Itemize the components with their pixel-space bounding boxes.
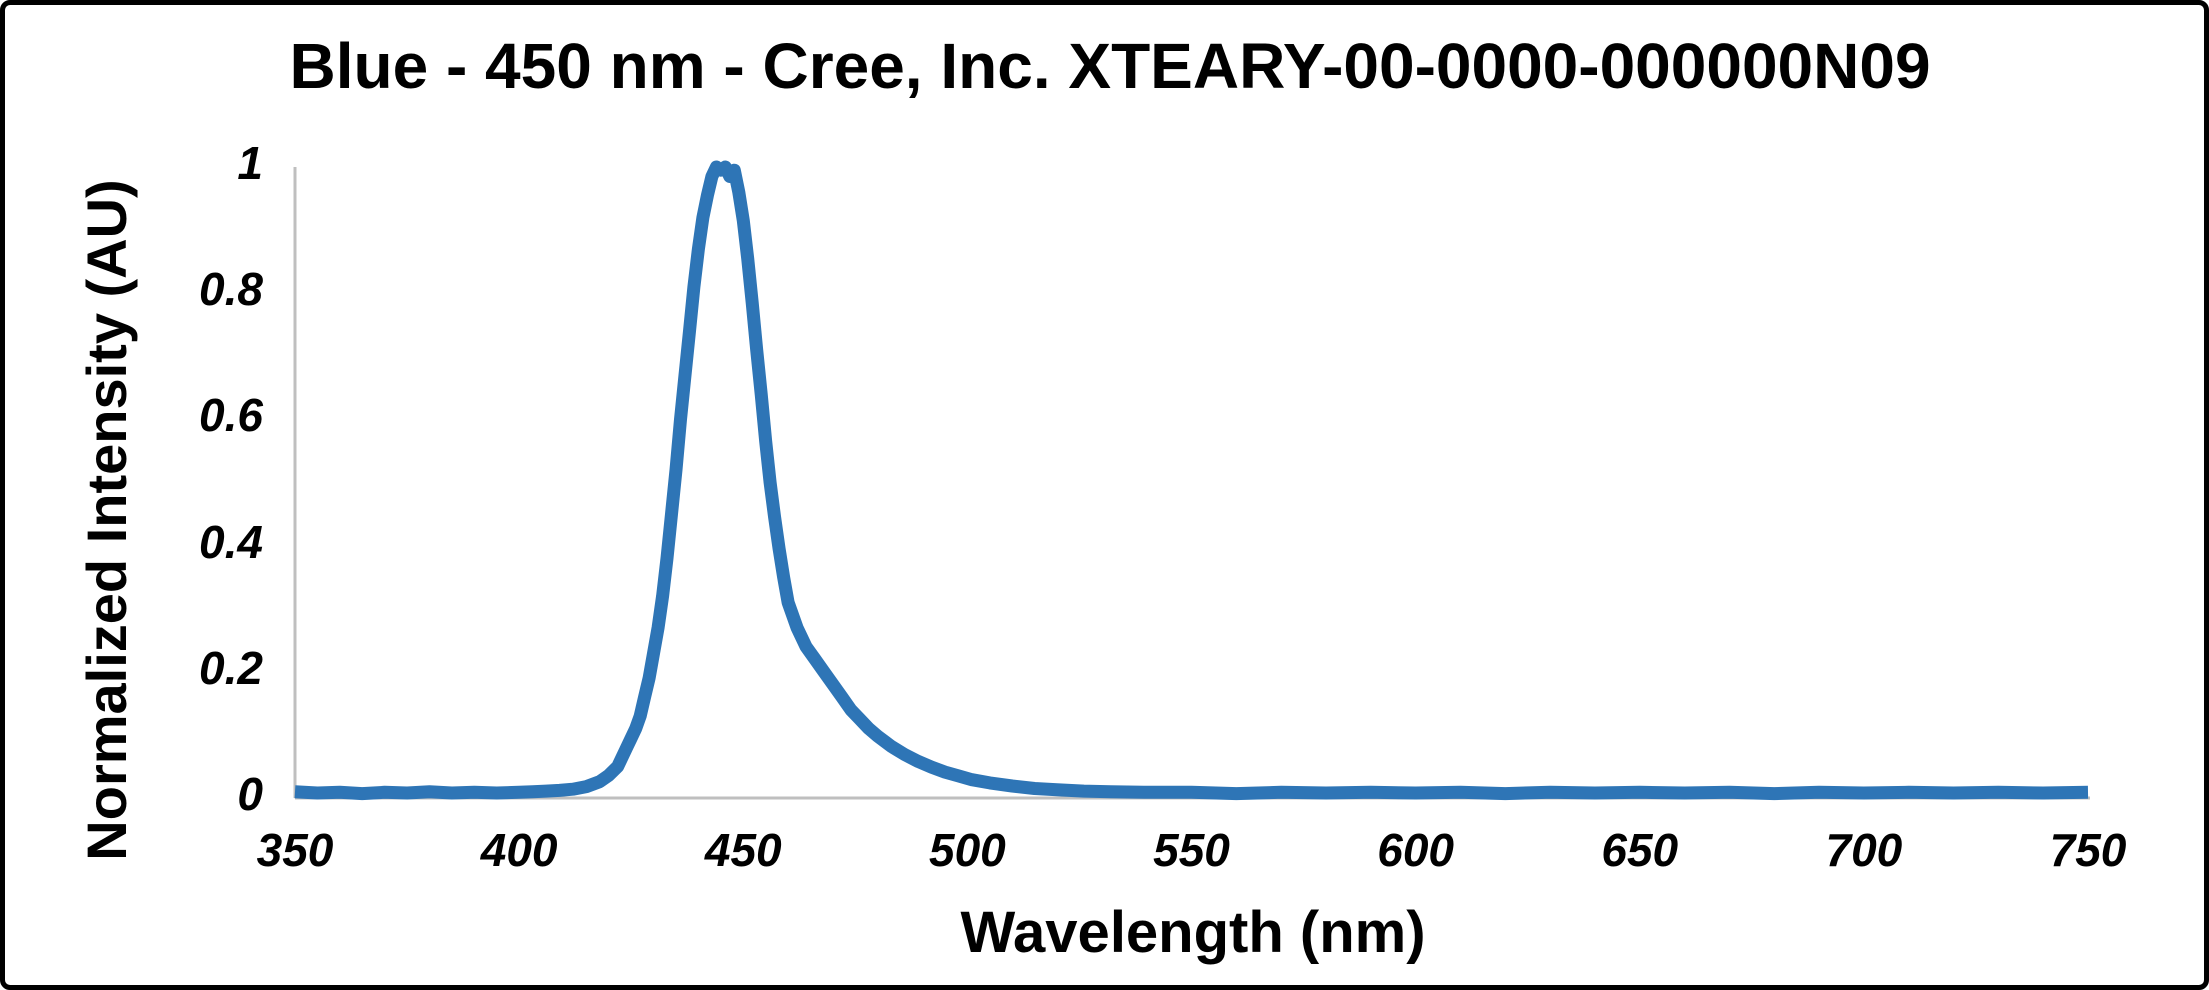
spectrum-line [294,160,2089,801]
x-axis-title: Wavelength (nm) [960,900,1426,965]
y-tick-label: 0 [237,768,263,820]
y-tick-label: 1 [237,137,263,189]
chart-title: Blue - 450 nm - Cree, Inc. XTEARY-00-000… [289,30,1931,102]
x-tick-label: 700 [1825,824,1903,876]
x-tick-label: 450 [704,824,782,876]
y-tick-label: 0.2 [199,641,263,694]
x-tick-label: 650 [1601,824,1679,876]
x-tick-label: 600 [1377,824,1454,876]
y-tick-label: 0.8 [199,263,263,316]
y-tick-label: 0.6 [199,389,263,442]
x-tick-label: 400 [480,824,558,876]
x-tick-label: 350 [256,824,334,876]
x-tick-label: 550 [1153,824,1230,876]
y-tick-label: 0.4 [199,515,263,568]
plot-area [293,160,2090,801]
x-tick-label: 750 [2049,824,2127,876]
x-tick-label: 500 [929,824,1006,876]
